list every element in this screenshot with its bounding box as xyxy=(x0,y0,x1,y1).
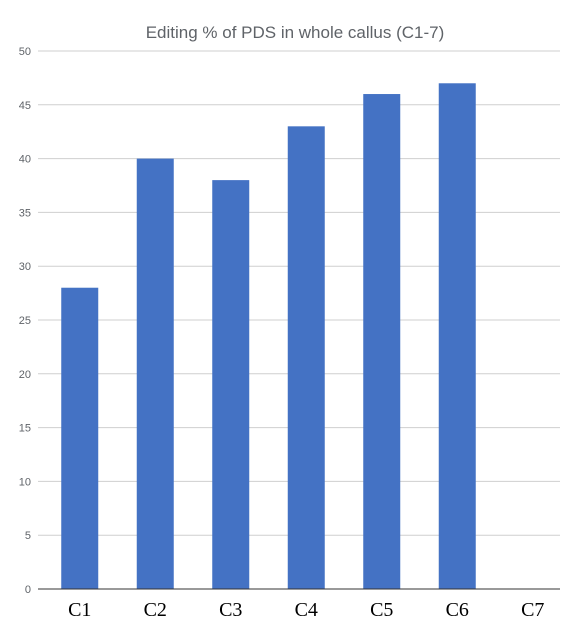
y-tick-label: 15 xyxy=(19,423,31,435)
y-tick-label: 5 xyxy=(25,530,31,542)
y-tick-label: 50 xyxy=(19,46,31,58)
bars xyxy=(61,83,476,589)
bar-3 xyxy=(212,180,250,589)
x-tick-label: C2 xyxy=(144,599,167,621)
y-tick-label: 10 xyxy=(19,476,31,488)
bar-4 xyxy=(287,126,325,589)
y-tick-label: 25 xyxy=(19,315,31,327)
bar-6 xyxy=(438,83,476,589)
y-tick-label: 35 xyxy=(19,207,31,219)
x-tick-label: C5 xyxy=(370,599,393,621)
x-tick-label: C6 xyxy=(446,599,469,621)
bar-2 xyxy=(136,158,174,589)
y-axis-ticks: 0 5 10 15 20 25 30 35 40 45 50 xyxy=(19,46,31,596)
y-tick-label: 30 xyxy=(19,261,31,273)
bar-1 xyxy=(61,287,99,589)
y-tick-label: 20 xyxy=(19,369,31,381)
x-axis-ticks: C1 C2 C3 C4 C5 C6 C7 xyxy=(68,599,544,621)
x-tick-label: C1 xyxy=(68,599,91,621)
y-tick-label: 40 xyxy=(19,154,31,166)
x-tick-label: C7 xyxy=(521,599,544,621)
y-tick-label: 0 xyxy=(25,584,31,596)
chart-title: Editing % of PDS in whole callus (C1-7) xyxy=(146,23,445,42)
x-tick-label: C3 xyxy=(219,599,242,621)
x-tick-label: C4 xyxy=(295,599,318,621)
y-tick-label: 45 xyxy=(19,100,31,112)
bar-5 xyxy=(363,94,401,589)
